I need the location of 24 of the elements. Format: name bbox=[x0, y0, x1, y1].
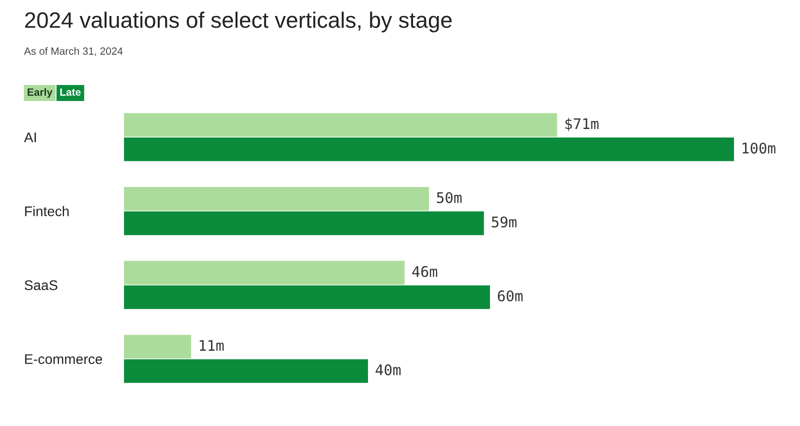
bar bbox=[124, 211, 484, 236]
text: Early bbox=[28, 88, 52, 98]
data-label: 59m bbox=[492, 216, 516, 228]
bar bbox=[124, 334, 192, 359]
bar bbox=[124, 137, 734, 162]
bar bbox=[124, 285, 490, 309]
y-tick-label: SaaS bbox=[24, 280, 58, 290]
data-label: $71m bbox=[565, 118, 598, 132]
bar bbox=[124, 359, 368, 383]
data-label: 60m bbox=[498, 290, 523, 302]
text: Late bbox=[60, 88, 81, 96]
bar bbox=[124, 187, 429, 211]
y-tick-label: E-commerce bbox=[25, 354, 102, 364]
data-label: 40m bbox=[376, 364, 401, 376]
data-label: 46m bbox=[412, 266, 438, 278]
y-tick-label: Fintech bbox=[25, 206, 69, 216]
chart-subtitle: As of March 31, 2024 bbox=[24, 47, 123, 56]
bar bbox=[124, 260, 405, 285]
chart-title: 2024 valuations of select verticals, by stage bbox=[25, 12, 452, 32]
y-tick-label: AI bbox=[24, 132, 36, 142]
data-label: 50m bbox=[436, 192, 462, 204]
bar bbox=[124, 113, 558, 137]
data-label: 11m bbox=[200, 340, 224, 351]
data-label: 100m bbox=[742, 142, 776, 154]
